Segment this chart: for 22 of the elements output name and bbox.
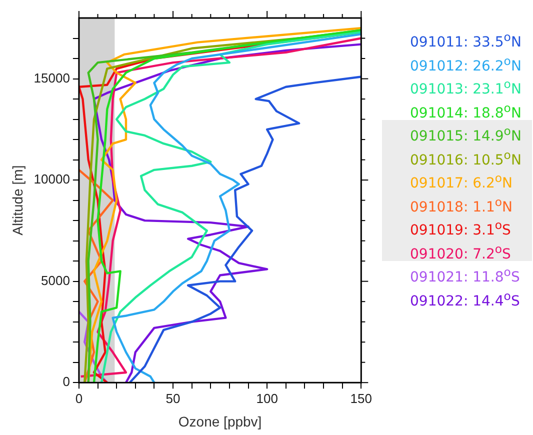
- text: 091012: 26.2$^{o}$N: [410, 52, 522, 74]
- y-tick-label: 5000: [41, 272, 70, 288]
- x-tick-label: 100: [256, 390, 278, 406]
- text: 091015: 14.9$^{o}$N: [410, 123, 522, 145]
- y-axis-title: Altitude [m]: [9, 165, 26, 236]
- y-tick-label: 0: [62, 374, 70, 390]
- text: 091020: 7.2$^{o}$S: [410, 240, 512, 262]
- text: 091014: 18.8$^{o}$N: [410, 100, 522, 122]
- x-tick-label: 0: [75, 390, 83, 406]
- text: 091017: 6.2$^{o}$N: [410, 170, 514, 192]
- x-tick-label: 150: [350, 390, 372, 406]
- text: 091018: 1.1$^{o}$N: [410, 194, 514, 216]
- text: 091016: 10.5$^{o}$N: [410, 146, 522, 168]
- x-tick-label: 50: [166, 390, 180, 406]
- text: 091011: 33.5$^{o}$N: [410, 29, 522, 51]
- text: 091022: 14.4$^{o}$S: [410, 288, 521, 310]
- y-tick-label: 15000: [34, 70, 70, 86]
- text: 091013: 23.1$^{o}$N: [410, 76, 522, 98]
- text: 091021: 11.8$^{o}$S: [410, 264, 521, 286]
- text: 091019: 3.1$^{o}$S: [410, 217, 512, 239]
- y-tick-label: 10000: [34, 172, 70, 187]
- x-axis-title: Ozone [ppbv]: [178, 413, 262, 430]
